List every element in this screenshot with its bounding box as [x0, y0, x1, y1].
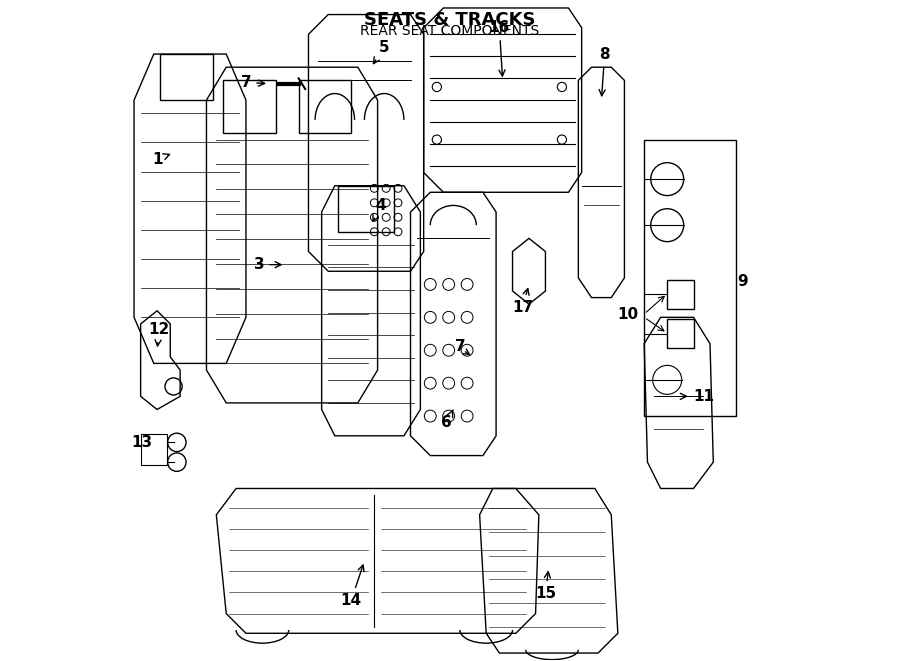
- Text: 12: 12: [148, 322, 170, 346]
- Bar: [667, 319, 694, 348]
- Text: 11: 11: [680, 389, 715, 404]
- Bar: [667, 280, 694, 309]
- Text: 4: 4: [373, 198, 386, 221]
- Text: 14: 14: [341, 565, 364, 608]
- Text: SEATS & TRACKS: SEATS & TRACKS: [364, 11, 536, 29]
- Text: 8: 8: [599, 46, 610, 96]
- Text: 17: 17: [512, 289, 533, 315]
- Text: 15: 15: [535, 572, 556, 602]
- Text: 6: 6: [441, 410, 453, 430]
- Text: 10: 10: [617, 307, 638, 321]
- Text: 9: 9: [738, 274, 748, 289]
- Bar: [140, 434, 167, 465]
- Text: 1: 1: [152, 152, 169, 167]
- Text: 7: 7: [454, 340, 465, 354]
- Text: 13: 13: [131, 435, 152, 450]
- Text: 5: 5: [374, 40, 390, 63]
- Bar: [644, 139, 736, 416]
- Text: REAR SEAT COMPONENTS: REAR SEAT COMPONENTS: [360, 24, 540, 38]
- Text: 7: 7: [240, 75, 265, 90]
- Text: 16: 16: [489, 20, 510, 76]
- Text: 3: 3: [254, 257, 281, 272]
